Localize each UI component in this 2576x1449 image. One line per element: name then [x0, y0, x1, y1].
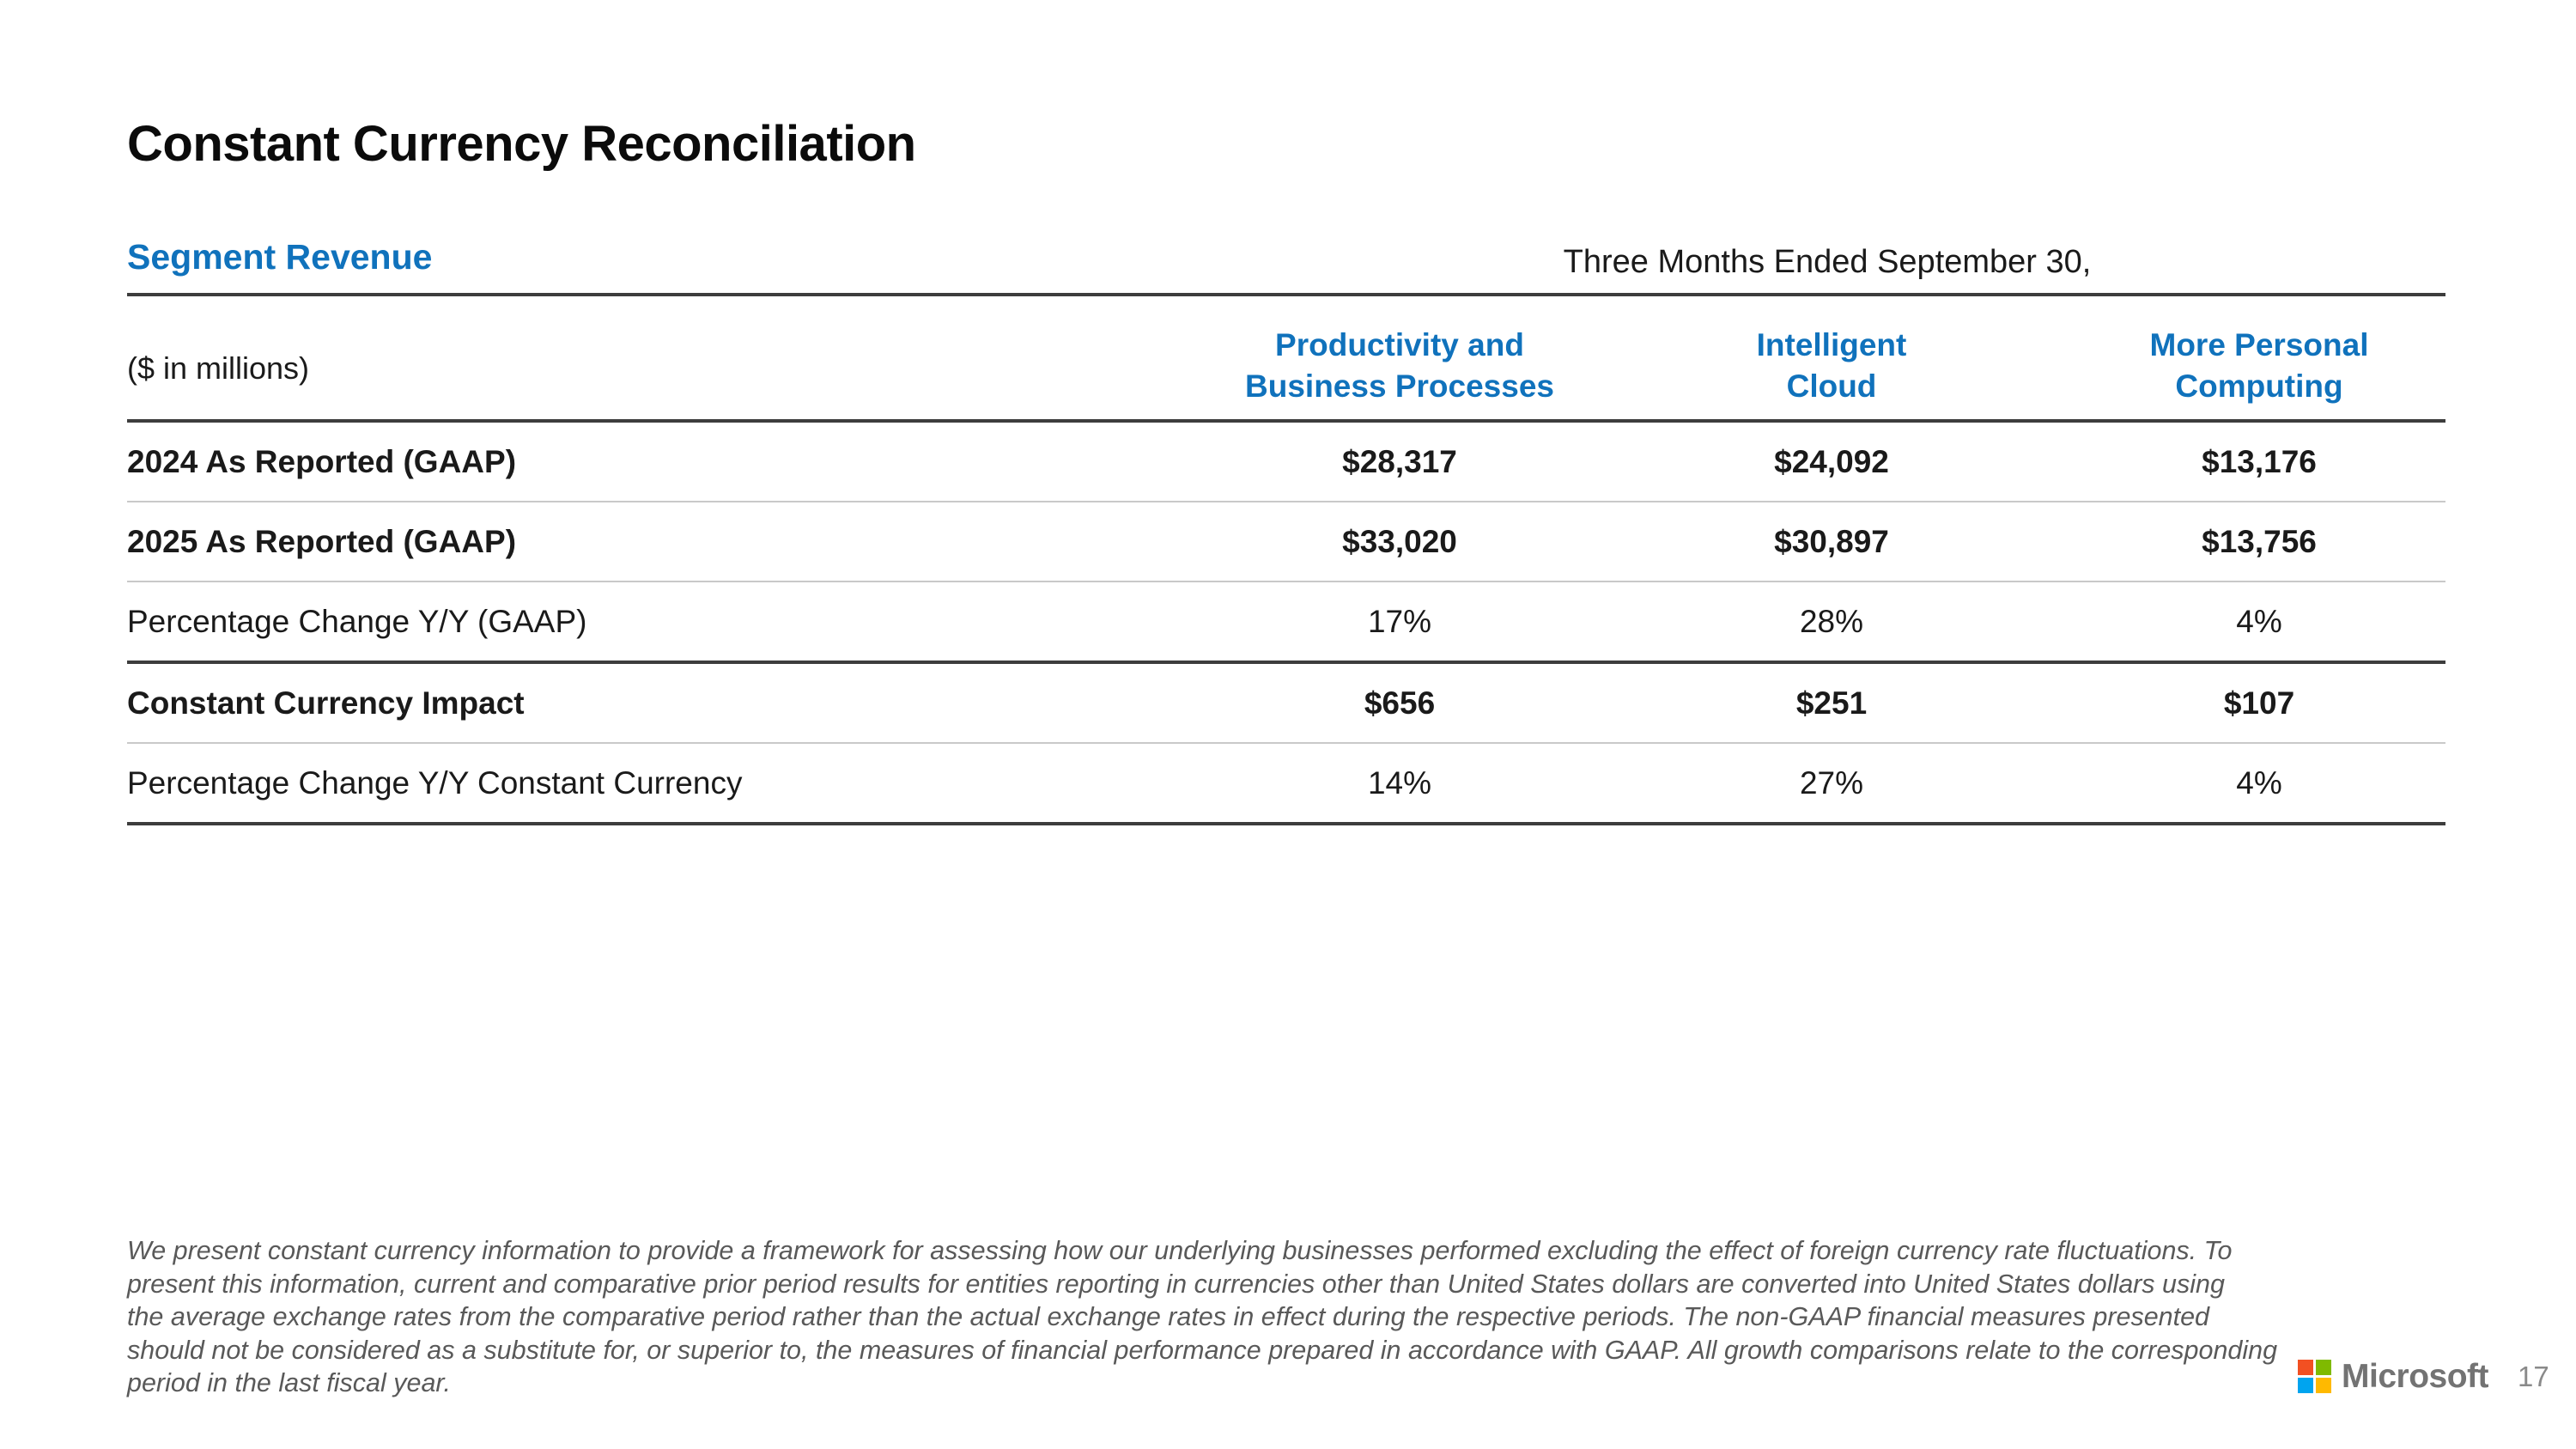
- cell-value: $251: [1795, 685, 1868, 721]
- cell-value: 4%: [2236, 603, 2282, 639]
- microsoft-logo-icon: [2298, 1360, 2331, 1393]
- slide-title: Constant Currency Reconciliation: [127, 116, 916, 172]
- table-row-percentage-change-gaap: Percentage Change Y/Y (GAAP) 17% 28% 4%: [127, 582, 2445, 664]
- cell-value: $13,176: [2202, 443, 2317, 479]
- column-header-productivity-business-processes: Productivity and Business Processes: [1245, 327, 1554, 404]
- cell-value: 14%: [1367, 764, 1432, 801]
- logo-square-red: [2298, 1360, 2313, 1375]
- footer-brand: Microsoft 17: [2298, 1360, 2549, 1393]
- cell-value: $30,897: [1774, 523, 1889, 559]
- column-header-intelligent-cloud: Intelligent Cloud: [1756, 327, 1907, 404]
- footnote-line: should not be considered as a substitute…: [127, 1335, 2278, 1365]
- cell-value: $13,756: [2202, 523, 2317, 559]
- page-number: 17: [2518, 1361, 2549, 1392]
- row-label: Constant Currency Impact: [127, 685, 525, 721]
- cell-value: 4%: [2236, 764, 2282, 801]
- footnote-line: period in the last fiscal year.: [127, 1368, 451, 1397]
- cell-value: 17%: [1367, 603, 1432, 639]
- cell-value: $107: [2223, 685, 2295, 721]
- footnote-line: We present constant currency information…: [127, 1236, 2233, 1265]
- units-label: ($ in millions): [127, 350, 310, 386]
- row-label: 2024 As Reported (GAAP): [127, 443, 517, 479]
- table-header-row: ($ in millions) Productivity and Busines…: [127, 296, 2445, 423]
- section-heading: Segment Revenue: [127, 237, 433, 277]
- table-row-2024-as-reported: 2024 As Reported (GAAP) $28,317 $24,092 …: [127, 423, 2445, 502]
- cell-value: 28%: [1799, 603, 1864, 639]
- segment-revenue-table: ($ in millions) Productivity and Busines…: [127, 293, 2445, 825]
- cell-value: $33,020: [1342, 523, 1457, 559]
- cell-value: $24,092: [1774, 443, 1889, 479]
- logo-square-blue: [2298, 1378, 2313, 1393]
- row-label: Percentage Change Y/Y Constant Currency: [127, 764, 743, 801]
- cell-value: $28,317: [1342, 443, 1457, 479]
- footnote-line: present this information, current and co…: [127, 1269, 2225, 1299]
- table-row-2025-as-reported: 2025 As Reported (GAAP) $33,020 $30,897 …: [127, 502, 2445, 582]
- logo-square-green: [2316, 1360, 2331, 1375]
- row-label: 2025 As Reported (GAAP): [127, 523, 517, 559]
- cell-value: 27%: [1799, 764, 1864, 801]
- footnote-line: the average exchange rates from the comp…: [127, 1302, 2210, 1331]
- table-row-constant-currency-impact: Constant Currency Impact $656 $251 $107: [127, 664, 2445, 744]
- period-label: Three Months Ended September 30,: [1563, 244, 2092, 280]
- column-header-more-personal-computing: More Personal Computing: [2149, 327, 2369, 404]
- row-label: Percentage Change Y/Y (GAAP): [127, 603, 587, 639]
- cell-value: $656: [1364, 685, 1436, 721]
- microsoft-wordmark: Microsoft: [2342, 1358, 2489, 1395]
- footnote: We present constant currency information…: [127, 1234, 2445, 1400]
- logo-square-yellow: [2316, 1378, 2331, 1393]
- table-row-percentage-change-constant-currency: Percentage Change Y/Y Constant Currency …: [127, 744, 2445, 825]
